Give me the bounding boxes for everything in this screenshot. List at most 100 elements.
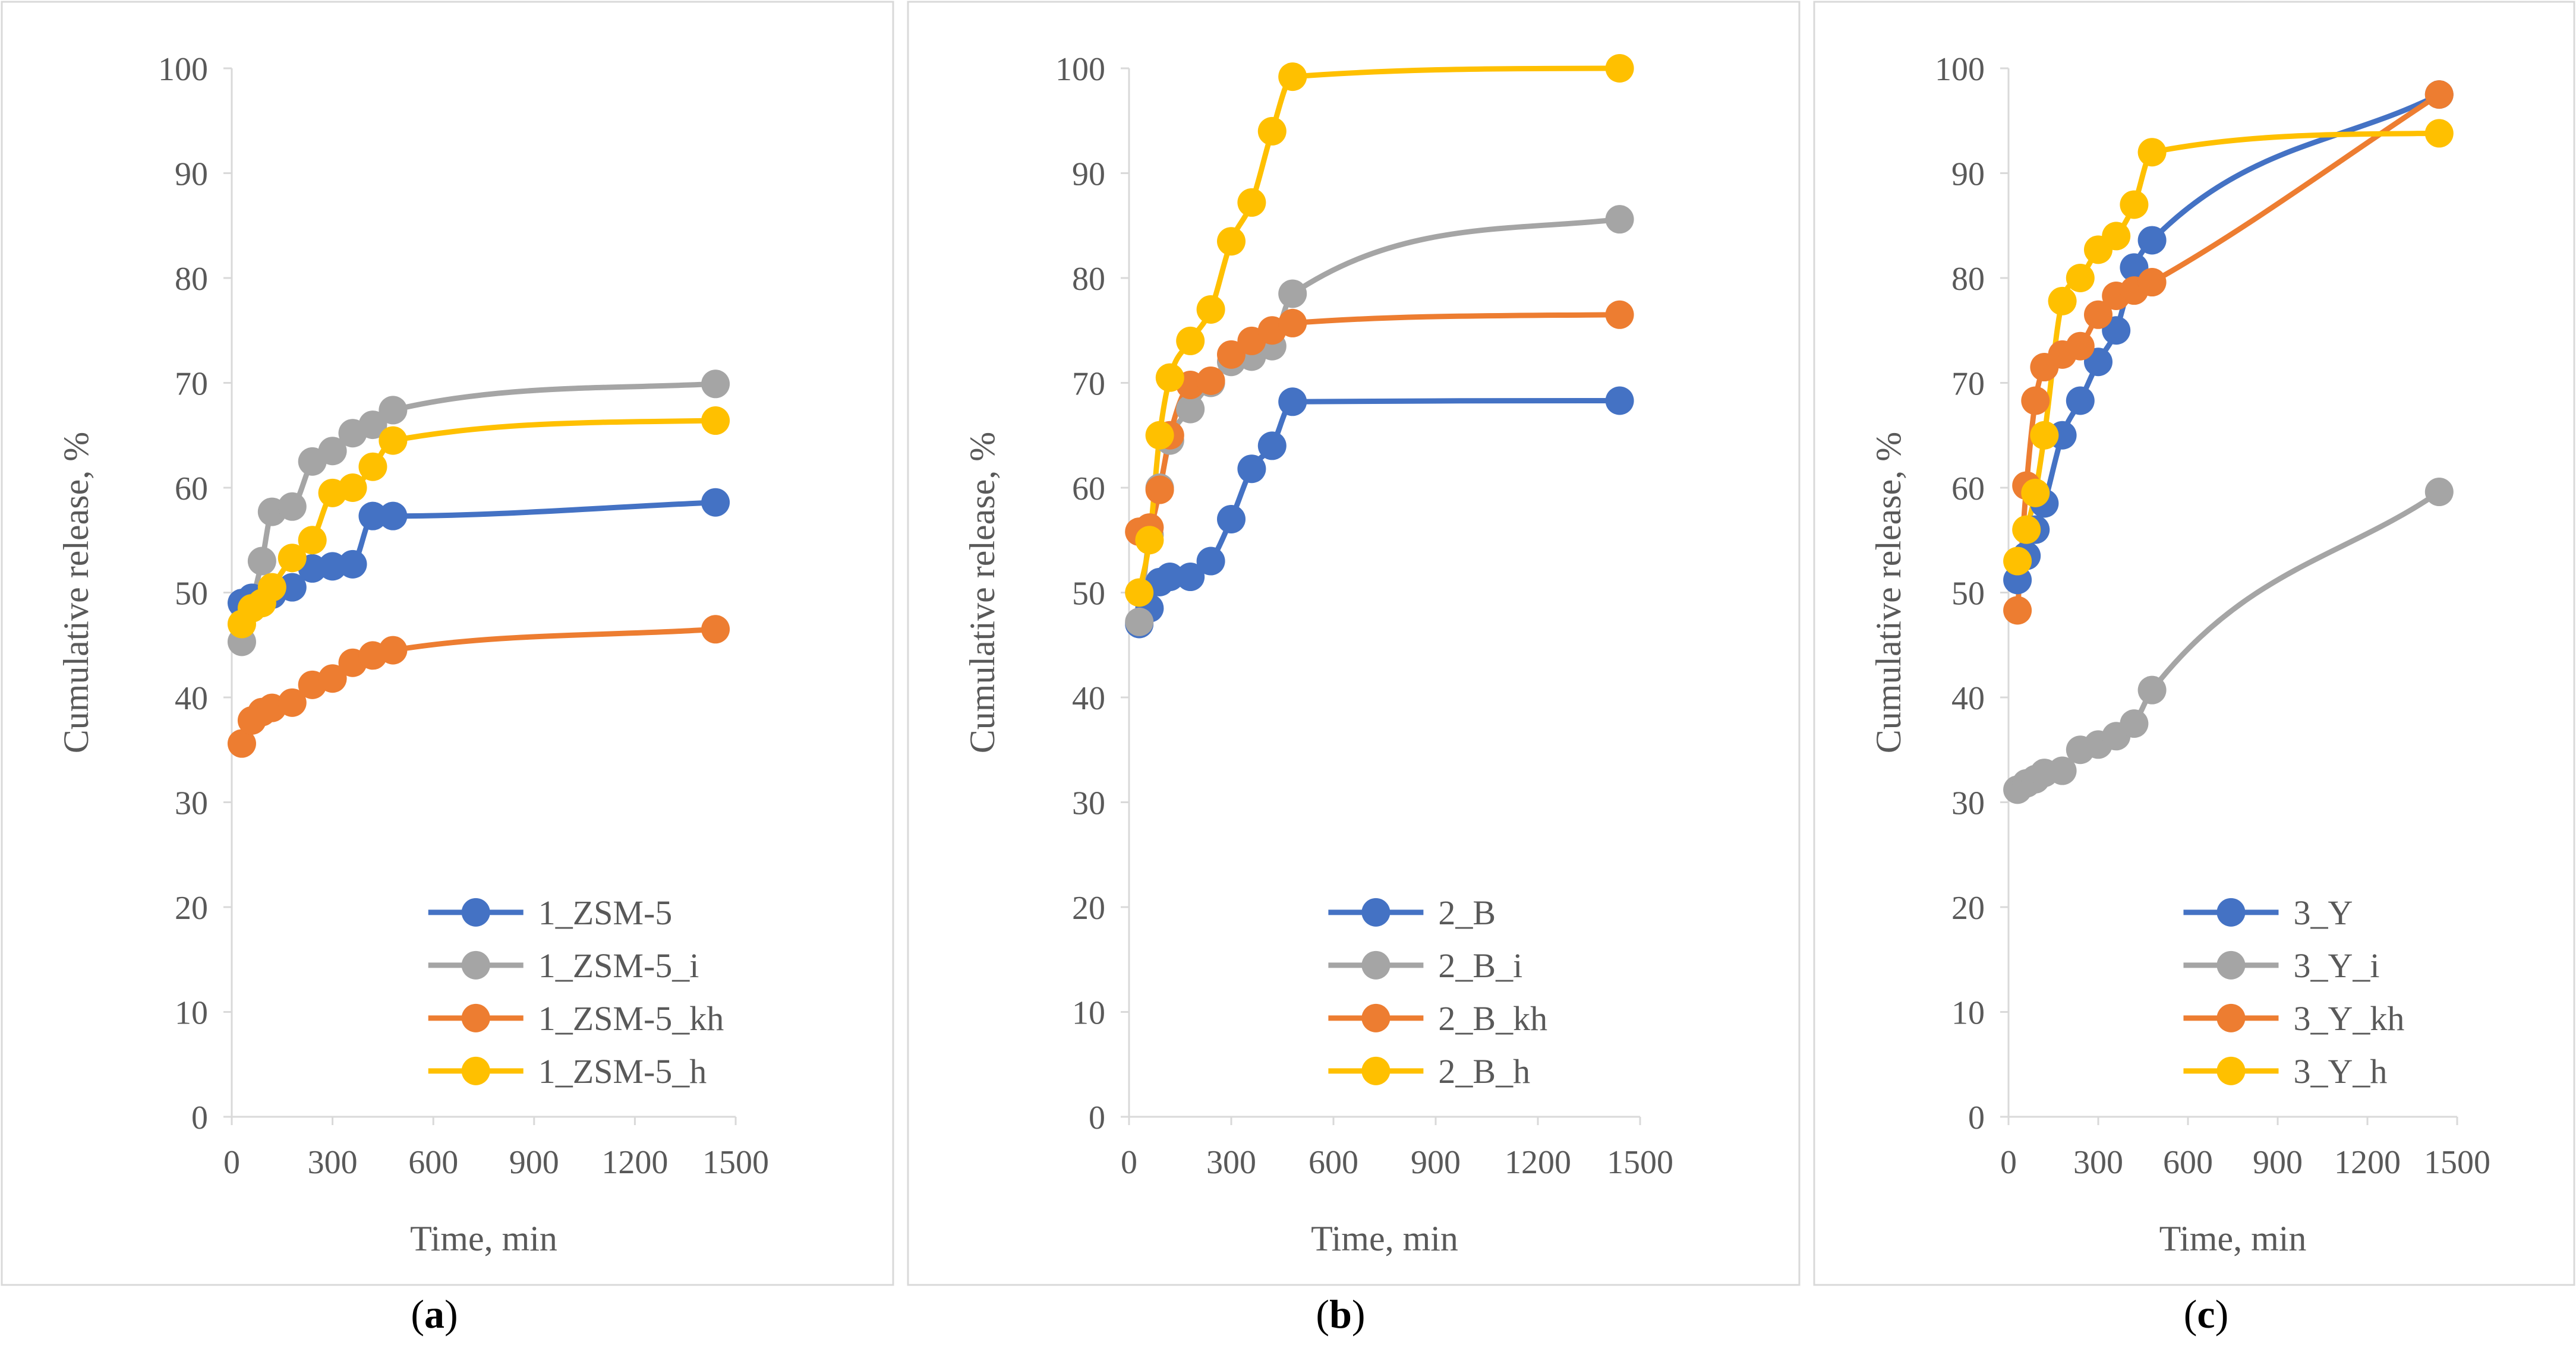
legend-label: 3_Y_h: [2293, 1052, 2387, 1091]
data-point-1_ZSM-5_i: [358, 410, 387, 440]
data-point-3_Y_h: [2012, 515, 2041, 544]
y-tick-label: 30: [1072, 785, 1105, 822]
data-point-3_Y_h: [2120, 190, 2149, 219]
data-point-2_B_h: [1237, 188, 1266, 217]
legend-marker-3_Y_i: [2216, 950, 2246, 980]
y-tick-label: 0: [1968, 1100, 1985, 1136]
data-point-2_B: [1605, 386, 1634, 415]
y-tick-label: 90: [175, 156, 208, 193]
data-point-2_B_h: [1278, 62, 1307, 91]
data-point-3_Y_h: [2021, 478, 2050, 507]
x-tick-label: 600: [2163, 1144, 2213, 1181]
data-point-1_ZSM-5_h: [257, 573, 286, 602]
data-point-2_B_h: [1155, 363, 1184, 392]
data-point-2_B: [1196, 547, 1225, 576]
y-tick-label: 50: [1072, 576, 1105, 612]
legend-label: 1_ZSM-5: [538, 893, 673, 932]
legend-marker-1_ZSM-5_kh: [461, 1003, 490, 1032]
legend-label: 2_B_kh: [1438, 999, 1547, 1038]
data-point-2_B: [1257, 431, 1287, 460]
data-point-2_B: [1217, 504, 1246, 533]
data-point-3_Y_h: [2048, 286, 2077, 315]
y-tick-label: 40: [1072, 680, 1105, 717]
data-point-2_B_h: [1605, 54, 1634, 83]
y-tick-label: 90: [1951, 156, 1985, 193]
data-point-1_ZSM-5_kh: [278, 688, 307, 717]
data-point-1_ZSM-5_kh: [701, 615, 730, 644]
y-tick-label: 100: [1935, 51, 1985, 88]
data-point-2_B_h: [1217, 227, 1246, 256]
data-point-2_B_kh: [1605, 300, 1634, 329]
data-point-2_B: [1176, 563, 1205, 592]
legend-label: 1_ZSM-5_h: [538, 1052, 707, 1091]
data-point-3_Y: [2066, 386, 2095, 415]
series-line-2_B_h: [1136, 65, 1623, 595]
x-tick-label: 0: [2000, 1144, 2017, 1181]
x-axis-title: Time, min: [1311, 1219, 1458, 1258]
y-tick-label: 10: [1072, 995, 1105, 1032]
data-point-1_ZSM-5_h: [298, 526, 327, 555]
data-point-2_B: [1155, 563, 1184, 592]
y-tick-label: 70: [1072, 366, 1105, 403]
x-tick-label: 300: [308, 1144, 358, 1181]
chart-frame: [907, 1, 1801, 1286]
data-point-1_ZSM-5: [379, 501, 408, 530]
x-tick-label: 1200: [2334, 1144, 2401, 1181]
legend-label: 3_Y_i: [2293, 946, 2379, 985]
data-point-3_Y_i: [2120, 709, 2149, 738]
y-axis-title: Cumulative release, %: [1869, 432, 1908, 753]
y-tick-label: 10: [1951, 995, 1985, 1032]
x-tick-label: 0: [223, 1144, 240, 1181]
data-point-3_Y_kh: [2066, 331, 2095, 361]
data-point-1_ZSM-5_i: [247, 547, 276, 576]
data-point-3_Y_i: [2424, 478, 2454, 507]
legend-marker-3_Y_h: [2216, 1056, 2246, 1085]
x-tick-label: 1500: [702, 1144, 769, 1181]
legend-marker-2_B_kh: [1361, 1003, 1391, 1032]
y-tick-label: 100: [158, 51, 208, 88]
data-point-2_B_i: [1278, 279, 1307, 308]
y-tick-label: 70: [1951, 366, 1985, 403]
data-point-1_ZSM-5: [338, 549, 367, 579]
legend-label: 2_B: [1438, 893, 1496, 932]
data-point-2_B_h: [1176, 326, 1205, 355]
y-tick-label: 80: [1072, 261, 1105, 298]
y-tick-label: 40: [175, 680, 208, 717]
y-tick-label: 50: [1951, 576, 1985, 612]
chart-frame: [1813, 1, 2575, 1286]
legend-marker-2_B: [1361, 898, 1391, 927]
y-tick-label: 60: [1072, 470, 1105, 507]
legend-marker-1_ZSM-5_i: [461, 950, 490, 980]
data-point-2_B_i: [1125, 607, 1154, 636]
data-point-1_ZSM-5_i: [318, 437, 347, 466]
legend-label: 3_Y_kh: [2293, 999, 2404, 1038]
y-tick-label: 60: [175, 470, 208, 507]
legend-marker-1_ZSM-5: [461, 898, 490, 927]
data-point-2_B_kh: [1217, 340, 1246, 369]
data-point-2_B_h: [1196, 295, 1225, 324]
y-tick-label: 50: [175, 576, 208, 612]
y-tick-label: 0: [191, 1100, 208, 1136]
data-point-1_ZSM-5_i: [278, 492, 307, 521]
data-point-3_Y_kh: [2003, 596, 2032, 625]
y-axis-title: Cumulative release, %: [56, 432, 96, 753]
y-axis-title: Cumulative release, %: [963, 432, 1002, 753]
data-point-2_B_i: [1176, 394, 1205, 424]
data-point-2_B_h: [1257, 116, 1287, 146]
data-point-2_B_kh: [1278, 308, 1307, 337]
panel-label: (a): [411, 1291, 458, 1337]
x-tick-label: 900: [2253, 1144, 2303, 1181]
y-tick-label: 20: [1951, 890, 1985, 927]
data-point-2_B_h: [1125, 578, 1154, 607]
data-point-3_Y_i: [2137, 675, 2167, 705]
data-point-1_ZSM-5_i: [701, 369, 730, 399]
x-tick-label: 300: [1206, 1144, 1256, 1181]
x-tick-label: 0: [1121, 1144, 1137, 1181]
panel-label: (b): [1316, 1291, 1365, 1337]
data-point-3_Y_h: [2003, 547, 2032, 576]
data-point-3_Y_h: [2102, 222, 2131, 251]
y-tick-label: 60: [1951, 470, 1985, 507]
y-tick-label: 20: [175, 890, 208, 927]
data-point-1_ZSM-5_kh: [227, 729, 256, 758]
